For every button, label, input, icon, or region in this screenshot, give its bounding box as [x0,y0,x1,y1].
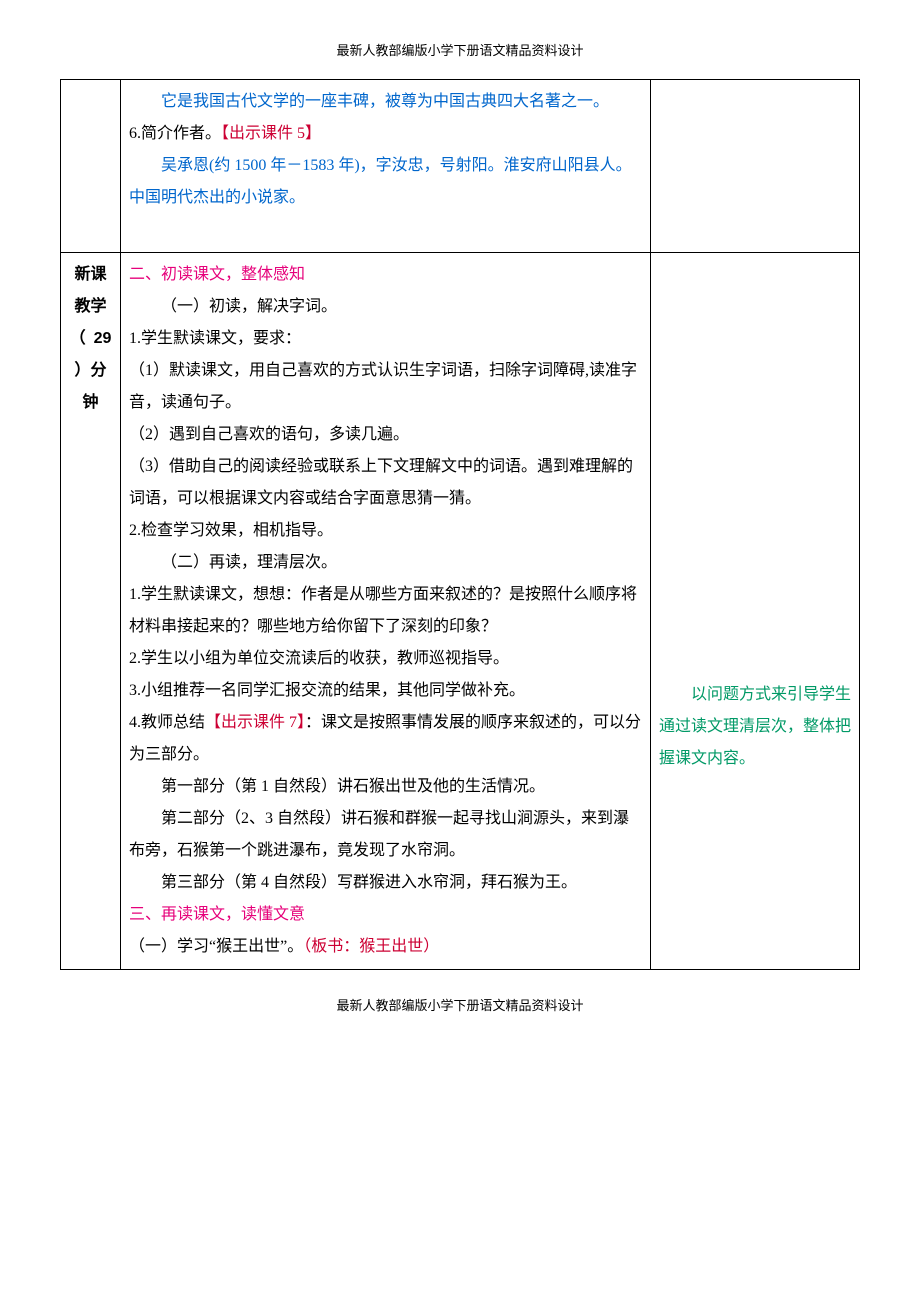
subsection-2: （二）再读，理清层次。 [129,547,642,579]
cell-right-2: 以问题方式来引导学生通过读文理清层次，整体把握课文内容。 [651,253,860,970]
text-item-4: 4.教师总结 [129,714,205,731]
slide-ref-5: 【出示课件 5】 [221,125,321,142]
cell-right-1 [651,80,860,253]
text-line: （3）借助自己的阅读经验或联系上下文理解文中的词语。遇到难理解的词语，可以根据课… [129,451,642,515]
page: 最新人教部编版小学下册语文精品资料设计 它是我国古代文学的一座丰碑，被尊为中国古… [0,0,920,1044]
label-line: （ 29 [70,330,112,347]
text-author-intro: 6.简介作者。【出示课件 5】 [129,118,642,150]
text-part-3: 第三部分（第 4 自然段）写群猴进入水帘洞，拜石猴为王。 [129,867,642,899]
slide-ref-7: 【出示课件 7】 [205,714,305,731]
text-line: （2）遇到自己喜欢的语句，多读几遍。 [129,419,642,451]
cell-left-1 [61,80,121,253]
text-line: 1.学生默读课文，要求： [129,323,642,355]
subsection-1: （一）初读，解决字词。 [129,291,642,323]
board-note: （板书：猴王出世） [303,938,439,955]
label-line: 钟 [82,394,98,411]
cell-left-2: 新课 教学 （ 29 ）分 钟 [61,253,121,970]
text-line: （一）学习“猴王出世”。（板书：猴王出世） [129,931,642,963]
text-line: （1）默读课文，用自己喜欢的方式认识生字词语，扫除字词障碍,读准字音，读通句子。 [129,355,642,419]
label-line: ）分 [74,362,106,379]
text-line: 1.学生默读课文，想想：作者是从哪些方面来叙述的？是按照什么顺序将材料串接起来的… [129,579,642,643]
cell-mid-1: 它是我国古代文学的一座丰碑，被尊为中国古典四大名著之一。 6.简介作者。【出示课… [121,80,651,253]
text-line: 4.教师总结【出示课件 7】：课文是按照事情发展的顺序来叙述的，可以分为三部分。 [129,707,642,771]
subsection-study: （一）学习“猴王出世”。 [129,938,303,955]
table-row: 它是我国古代文学的一座丰碑，被尊为中国古典四大名著之一。 6.简介作者。【出示课… [61,80,860,253]
text-line: 2.检查学习效果，相机指导。 [129,515,642,547]
label-line: 教学 [74,298,106,315]
spacer [659,259,851,679]
page-header: 最新人教部编版小学下册语文精品资料设计 [60,40,860,59]
text-intro: 它是我国古代文学的一座丰碑，被尊为中国古典四大名著之一。 [129,86,642,118]
table-row: 新课 教学 （ 29 ）分 钟 二、初读课文，整体感知 （一）初读，解决字词。 … [61,253,860,970]
cell-mid-2: 二、初读课文，整体感知 （一）初读，解决字词。 1.学生默读课文，要求： （1）… [121,253,651,970]
text-author-bio: 吴承恩(约 1500 年－1583 年)，字汝忠，号射阳。淮安府山阳县人。中国明… [129,150,642,214]
text-line: 3.小组推荐一名同学汇报交流的结果，其他同学做补充。 [129,675,642,707]
text-part-1: 第一部分（第 1 自然段）讲石猴出世及他的生活情况。 [129,771,642,803]
text-line: 2.学生以小组为单位交流读后的收获，教师巡视指导。 [129,643,642,675]
text-item-6: 6.简介作者。 [129,125,221,142]
page-footer: 最新人教部编版小学下册语文精品资料设计 [60,995,860,1014]
section-2-heading: 二、初读课文，整体感知 [129,259,642,291]
label-line: 新课 [74,266,106,283]
section-3-heading: 三、再读课文，读懂文意 [129,899,642,931]
lesson-table: 它是我国古代文学的一座丰碑，被尊为中国古典四大名著之一。 6.简介作者。【出示课… [60,79,860,970]
text-part-2: 第二部分（2、3 自然段）讲石猴和群猴一起寻找山涧源头，来到瀑布旁，石猴第一个跳… [129,803,642,867]
teacher-note: 以问题方式来引导学生通过读文理清层次，整体把握课文内容。 [659,679,851,775]
